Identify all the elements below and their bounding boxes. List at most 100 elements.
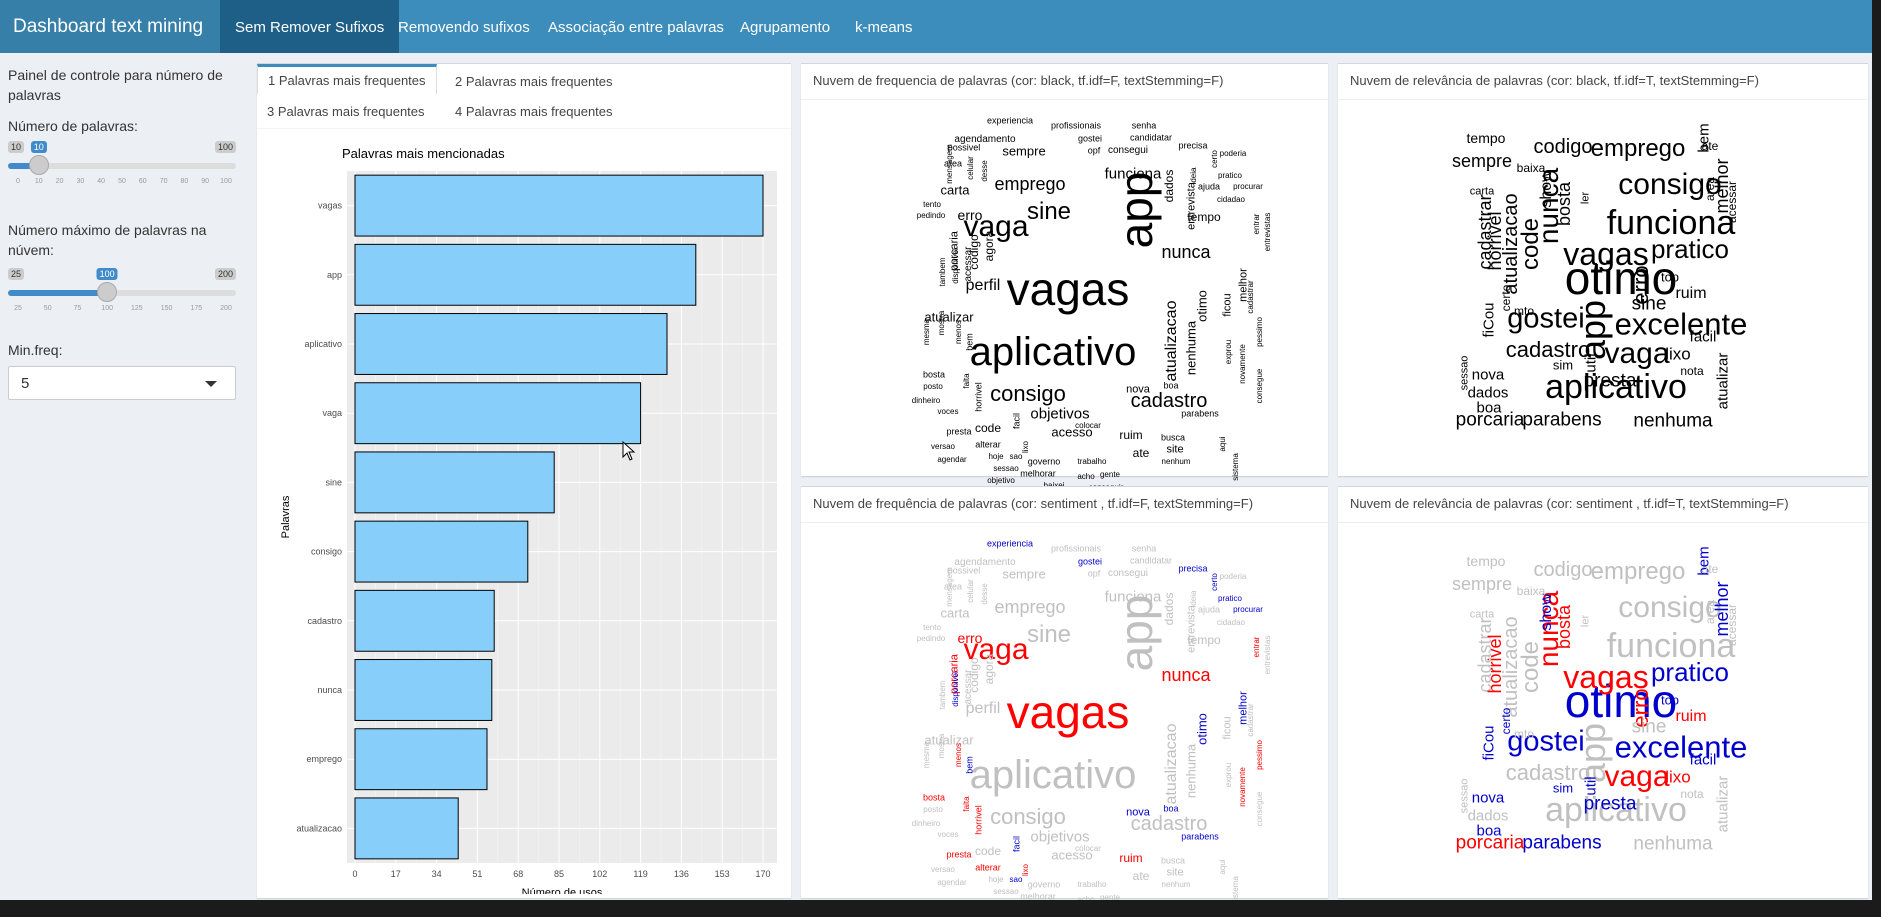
cloud-word: lixo <box>1022 864 1030 876</box>
cloud-word: alterar <box>975 864 1001 873</box>
cloud-word: bosta <box>1555 182 1573 226</box>
cloud-word: nenhuma <box>1633 835 1712 854</box>
cloud-word: exprou <box>1225 340 1233 364</box>
cloud-word: consigo <box>990 383 1066 405</box>
slider-handle[interactable] <box>97 282 117 302</box>
cloud-word: profissionais <box>1051 545 1101 554</box>
cloud-word: app <box>1113 172 1159 249</box>
cloud-freq-sentiment-box: Nuvem de frequência de palavras (cor: se… <box>801 486 1328 898</box>
cloud-word: tento <box>923 201 941 209</box>
bar <box>355 383 641 444</box>
cloud-word: candidatar <box>1130 557 1172 566</box>
y-tick-label: atualizacao <box>296 823 342 833</box>
cloud-word: desse <box>981 583 989 604</box>
x-tick-label: 136 <box>674 869 689 879</box>
cloud-word: horrivel <box>1486 211 1504 270</box>
nav-tab-kmeans[interactable]: k-means <box>840 0 928 53</box>
cloud-word: top <box>1661 694 1679 707</box>
cloud-word: pedindo <box>917 635 945 643</box>
tab-3-palavras[interactable]: 3 Palavras mais frequentes <box>257 97 435 127</box>
cloud-word: code <box>1519 641 1543 693</box>
nav-tab-sem-remover-sufixos[interactable]: Sem Remover Sufixos <box>220 0 399 53</box>
cloud-word: certo <box>1500 708 1512 735</box>
slider-tick-label: 70 <box>160 178 168 185</box>
cloud-word: governo <box>1028 458 1061 467</box>
cloud-word: celular <box>967 579 975 603</box>
cloud-word: precisa <box>1178 565 1207 574</box>
cloud-word: entrevista <box>1187 605 1198 653</box>
cloud-word: entrevistas <box>1264 213 1272 252</box>
cloud-word: boa <box>1163 382 1178 391</box>
nav-tab-agrupamento[interactable]: Agrupamento <box>725 0 845 53</box>
cloud-word: posto <box>923 383 943 391</box>
cloud-word: dinheiro <box>912 397 940 405</box>
slider-words[interactable]: 10 100 10 0 10 20 30 40 50 60 70 80 90 100 <box>8 142 236 200</box>
chevron-down-icon[interactable] <box>205 381 217 387</box>
cloud-word: pratico <box>1218 172 1242 180</box>
tab-1-palavras[interactable]: 1 Palavras mais frequentes <box>257 64 437 94</box>
minfreq-select[interactable]: 5 <box>8 366 236 400</box>
cloud-word: bosta <box>923 371 945 380</box>
cloud-word: ler <box>1581 192 1592 204</box>
cloud-word: objetivo <box>987 477 1015 485</box>
minfreq-value: 5 <box>21 375 29 392</box>
cloud-word: entrevista <box>1187 182 1198 230</box>
cloud-word: falta <box>963 373 971 388</box>
cloud-word: tento <box>923 624 941 632</box>
cloud-word: emprego <box>1591 560 1686 584</box>
cloud-word: dados <box>1163 593 1175 626</box>
cloud-word: sempre <box>1002 568 1045 581</box>
cloud-word: tempo <box>1467 131 1506 145</box>
cloud-word: poderia <box>1220 150 1247 158</box>
slider-tick-label: 20 <box>56 178 64 185</box>
cloud-word: boa <box>1163 805 1178 814</box>
cloud-word: acessar <box>964 246 974 281</box>
cloud-word: site <box>1166 868 1183 879</box>
cloud-word: presta <box>946 428 971 437</box>
slider-tick-label: 10 <box>35 178 43 185</box>
cloud-word: atualizar <box>1716 353 1731 410</box>
x-tick-label: 102 <box>592 869 607 879</box>
cloud-word: parabens <box>1522 411 1601 430</box>
cloud-word: entrar <box>1253 637 1261 658</box>
cloud-word: emprego <box>1591 137 1686 161</box>
cloud-word: governo <box>1028 881 1061 890</box>
cloud-word: nova <box>1472 791 1505 806</box>
panel-title: Painel de controle para número de palavr… <box>8 65 238 105</box>
cloud-word: atualizacao <box>1164 724 1180 805</box>
slider-handle[interactable] <box>29 155 49 175</box>
cloud-word: objetivos <box>1030 830 1089 845</box>
cloud-word: atualizar <box>1716 776 1731 833</box>
slider-tick-label: 150 <box>161 305 173 312</box>
cloud-word: trabalho <box>1078 881 1107 889</box>
cloud-word: consigo <box>990 806 1066 828</box>
x-axis-label: Número de usos <box>522 887 603 894</box>
slider-cloud-words[interactable]: 25 200 100 25 50 75 100 125 150 175 200 <box>8 269 236 327</box>
tab-2-palavras[interactable]: 2 Palavras mais frequentes <box>445 67 623 97</box>
cloud-word: facil <box>1690 330 1717 345</box>
cloud-word: agendar <box>937 456 966 464</box>
tab-4-palavras[interactable]: 4 Palavras mais frequentes <box>445 97 623 127</box>
cloud-word: horrivel <box>975 382 984 412</box>
slider-tick-label: 90 <box>201 178 209 185</box>
cloud-word: sine <box>1632 295 1667 314</box>
bar <box>355 521 528 582</box>
cloud-word: nova <box>1472 368 1505 383</box>
slider-min-badge: 10 <box>8 141 24 153</box>
cloud-word: nova <box>1126 385 1150 396</box>
cloud-word: sessao <box>993 465 1018 473</box>
x-tick-label: 51 <box>472 869 482 879</box>
cloud-word: parabens <box>1181 833 1219 842</box>
bar <box>355 244 696 305</box>
nav-tab-associacao[interactable]: Associação entre palavras <box>533 0 739 53</box>
y-tick-label: consigo <box>311 547 342 557</box>
cloud-word: voces <box>938 831 959 839</box>
bar <box>355 660 492 721</box>
cloud-word: poderia <box>1220 573 1247 581</box>
word-cloud: otimo aplicativo funciona excelente vagas con… <box>1338 523 1868 898</box>
y-tick-label: nunca <box>317 685 342 695</box>
nav-tab-removendo-sufixos[interactable]: Removendo sufixos <box>383 0 545 53</box>
cloud-word: util <box>1584 776 1599 795</box>
cloud-word: bosta <box>923 794 945 803</box>
cloud-word: melhorar <box>1020 470 1056 479</box>
